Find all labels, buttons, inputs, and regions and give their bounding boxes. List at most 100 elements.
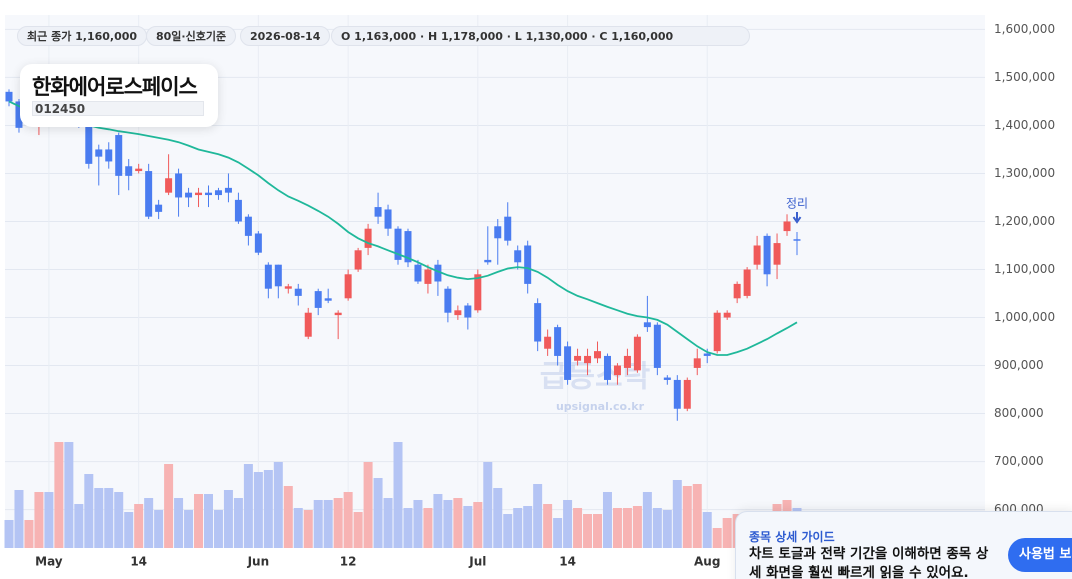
volume-bar (243, 464, 253, 548)
stock-code: 012450 (32, 101, 204, 116)
x-tick-label: Aug (694, 555, 720, 569)
volume-bar (573, 508, 583, 548)
volume-bar (523, 506, 533, 548)
chip: O 1,163,000 · H 1,178,000 · L 1,130,000 … (331, 26, 750, 46)
volume-bar (513, 508, 523, 548)
watermark-url: upsignal.co.kr (556, 400, 645, 413)
volume-bar (622, 508, 632, 548)
candle-body (264, 264, 272, 289)
candle-body (584, 355, 592, 364)
volume-bar (154, 510, 164, 548)
candle-body (105, 149, 113, 162)
y-tick-label: 800,000 (994, 406, 1044, 420)
candle-body (165, 178, 173, 193)
candle-body (135, 168, 143, 172)
y-tick-label: 1,400,000 (994, 118, 1055, 132)
volume-bar (642, 492, 652, 548)
candle-body (574, 355, 582, 361)
chip: 2026-08-14 (240, 26, 331, 46)
candle-body (564, 346, 572, 380)
candle-body (613, 365, 621, 376)
candle-body (185, 192, 193, 198)
candle-body (324, 298, 332, 301)
candle-body (115, 135, 123, 176)
volume-bar (553, 518, 563, 548)
candle-body (773, 243, 781, 265)
candle-body (733, 283, 741, 299)
candle-body (444, 288, 452, 313)
candle-body (474, 274, 482, 311)
candle-body (95, 149, 103, 157)
candle-body (125, 166, 133, 176)
candle-body (544, 336, 552, 349)
candle-body (713, 312, 721, 352)
volume-bar (174, 498, 184, 548)
x-tick-label: 14 (559, 555, 576, 569)
candle-body (554, 327, 562, 356)
volume-bar (632, 506, 642, 548)
volume-bar (503, 514, 513, 548)
y-tick-label: 1,000,000 (994, 310, 1055, 324)
candle-body (274, 264, 282, 287)
candle-body (304, 312, 312, 337)
volume-bar (662, 510, 672, 548)
volume-bar (114, 492, 124, 548)
volume-bar (533, 484, 543, 548)
candle-body (254, 233, 262, 253)
candle-body (743, 269, 751, 296)
x-tick-label: Jun (247, 555, 270, 569)
candle-body (603, 355, 611, 380)
chip: 최근 종가 1,160,000 (17, 26, 148, 46)
candles: 정리 (5, 89, 808, 421)
candle-body (224, 187, 232, 193)
volume-bar (393, 442, 403, 548)
volume-bar (543, 504, 553, 548)
volume-bar (712, 528, 722, 548)
volume-bar (223, 490, 233, 548)
axis: 600,000700,000800,000900,0001,000,0001,1… (35, 22, 1055, 569)
volume-bar (403, 508, 413, 548)
volume-bar (64, 442, 74, 548)
stock-card: 한화에어로스페이스 012450 (20, 64, 218, 127)
volume-bar (14, 490, 24, 548)
candle-body (504, 216, 512, 241)
volume-bar (383, 498, 393, 548)
candle-body (414, 264, 422, 282)
volume-bar (24, 520, 34, 548)
candle-body (145, 171, 153, 217)
grid (5, 15, 985, 548)
candle-body (204, 192, 212, 196)
volume-bar (323, 500, 333, 548)
volume-bar (84, 474, 94, 548)
x-tick-label: May (35, 555, 63, 569)
candle-body (484, 259, 492, 263)
candle-body (494, 226, 502, 239)
candle-body (653, 324, 661, 368)
volume-bar (164, 464, 174, 548)
guide-button[interactable]: 사용법 보기 (1008, 538, 1072, 572)
volume-bar (672, 480, 682, 548)
candle-body (454, 310, 462, 316)
candle-body (15, 101, 23, 128)
volume-bar (483, 462, 493, 548)
volume-bar (104, 488, 114, 548)
y-tick-label: 1,300,000 (994, 166, 1055, 180)
candle-body (175, 173, 183, 198)
volume-bar (203, 494, 213, 548)
candle-body (464, 305, 472, 318)
volume-bar (283, 486, 293, 548)
candle-body (85, 123, 93, 164)
volume-bar (722, 518, 732, 548)
volume-bar (253, 472, 263, 548)
candle-body (314, 291, 322, 308)
candle-body (514, 250, 522, 263)
volume-bar (453, 498, 463, 548)
volume-bar (413, 500, 423, 548)
candle-body (683, 379, 691, 409)
volume-bar (293, 508, 303, 548)
guide-title: 종목 상세 가이드 (749, 530, 835, 544)
candle-body (723, 312, 731, 318)
volume-bar (333, 498, 343, 548)
volume-bar (363, 462, 373, 548)
